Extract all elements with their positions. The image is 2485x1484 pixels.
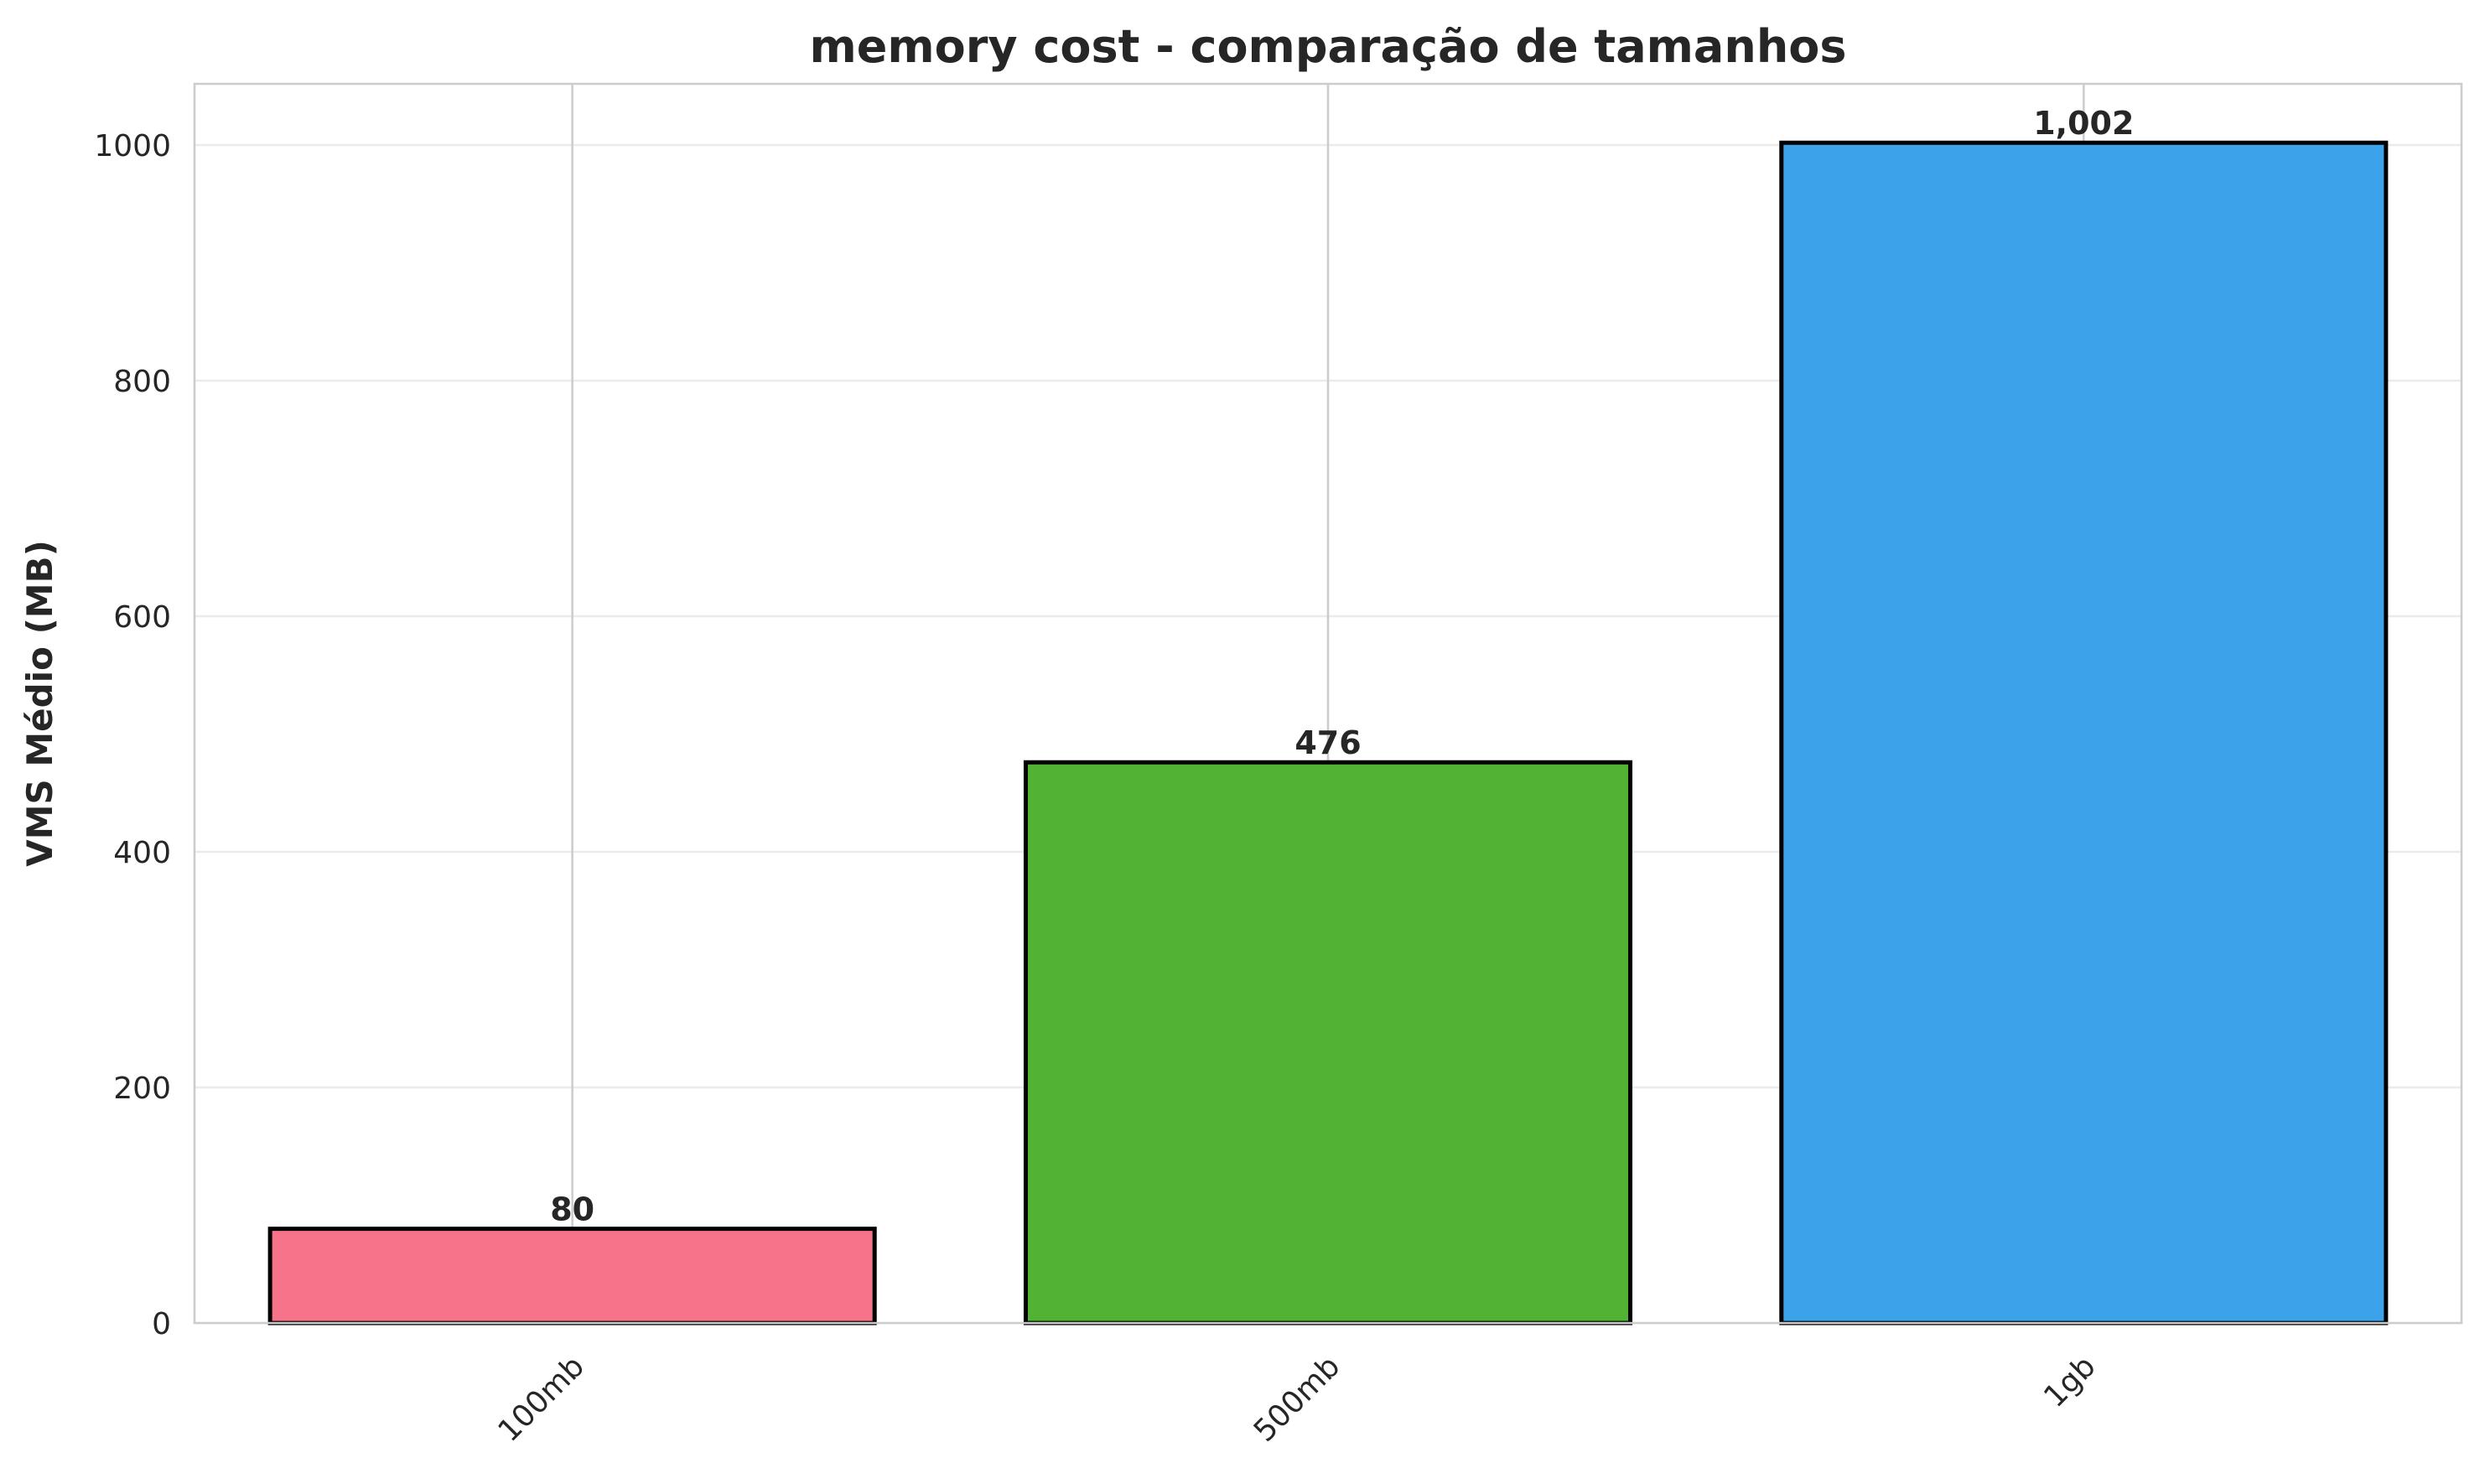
value-label-100mb: 80 <box>550 1191 594 1228</box>
y-tick-label: 800 <box>113 365 171 399</box>
y-tick-label: 0 <box>152 1307 171 1341</box>
y-tick-label: 1000 <box>94 129 171 163</box>
bar-1gb <box>1779 140 2389 1326</box>
plot-frame <box>193 82 2463 1325</box>
y-tick-label: 600 <box>113 600 171 635</box>
y-tick-label: 200 <box>113 1071 171 1106</box>
y-tick-label: 400 <box>113 836 171 870</box>
y-tick-labels: 0 200 400 600 800 1000 <box>94 129 171 1341</box>
value-label-1gb: 1,002 <box>2033 105 2134 142</box>
value-label-500mb: 476 <box>1294 724 1361 761</box>
bar-500mb <box>1023 760 1633 1326</box>
y-axis-label: VMS Médio (MB) <box>19 540 60 867</box>
chart-title: memory cost - comparação de tamanhos <box>809 20 1846 73</box>
bar-100mb <box>267 1227 877 1326</box>
bars-group <box>267 140 2389 1326</box>
value-labels: 80 476 1,002 <box>550 105 2134 1227</box>
